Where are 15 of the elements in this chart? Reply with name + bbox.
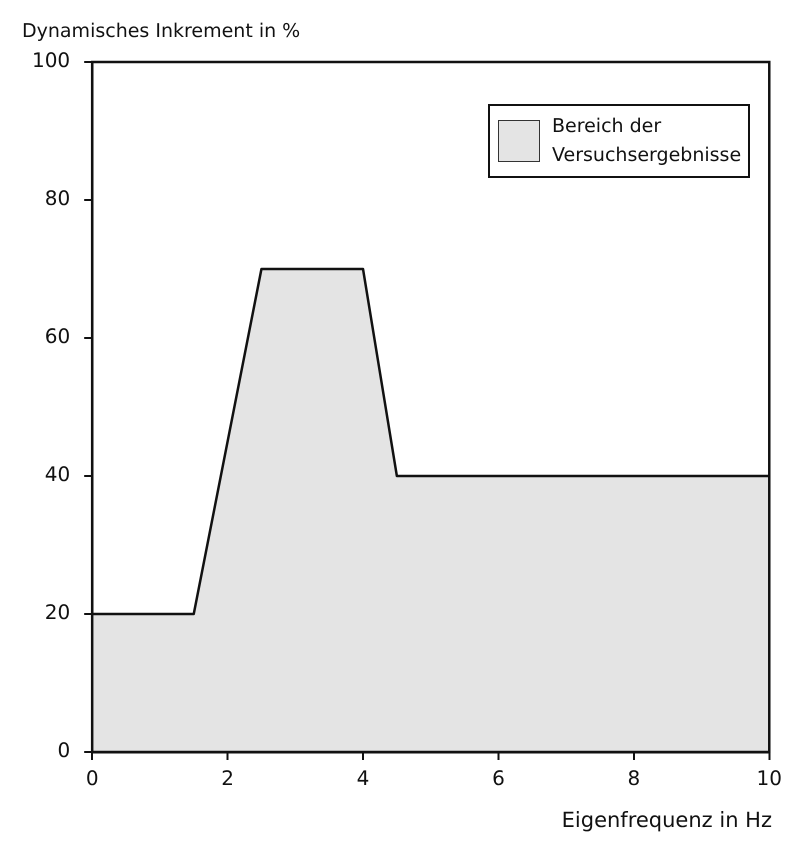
y-axis-title: Dynamisches Inkrement in %	[22, 20, 300, 42]
y-tick-label: 40	[44, 462, 70, 486]
y-tick-label: 60	[44, 324, 70, 348]
y-tick-label: 100	[32, 48, 70, 72]
legend-label: Bereich der Versuchsergebnisse	[552, 114, 742, 168]
x-tick-label: 8	[627, 766, 640, 790]
x-tick-label: 0	[86, 766, 99, 790]
y-tick-label: 80	[44, 186, 70, 210]
x-tick-label: 2	[221, 766, 234, 790]
x-tick-label: 10	[756, 766, 782, 790]
x-tick-label: 6	[492, 766, 505, 790]
x-axis-title: Eigenfrequenz in Hz	[562, 808, 772, 832]
y-tick-label: 0	[57, 738, 70, 762]
y-tick-label: 20	[44, 600, 70, 624]
x-tick-label: 4	[356, 766, 370, 790]
